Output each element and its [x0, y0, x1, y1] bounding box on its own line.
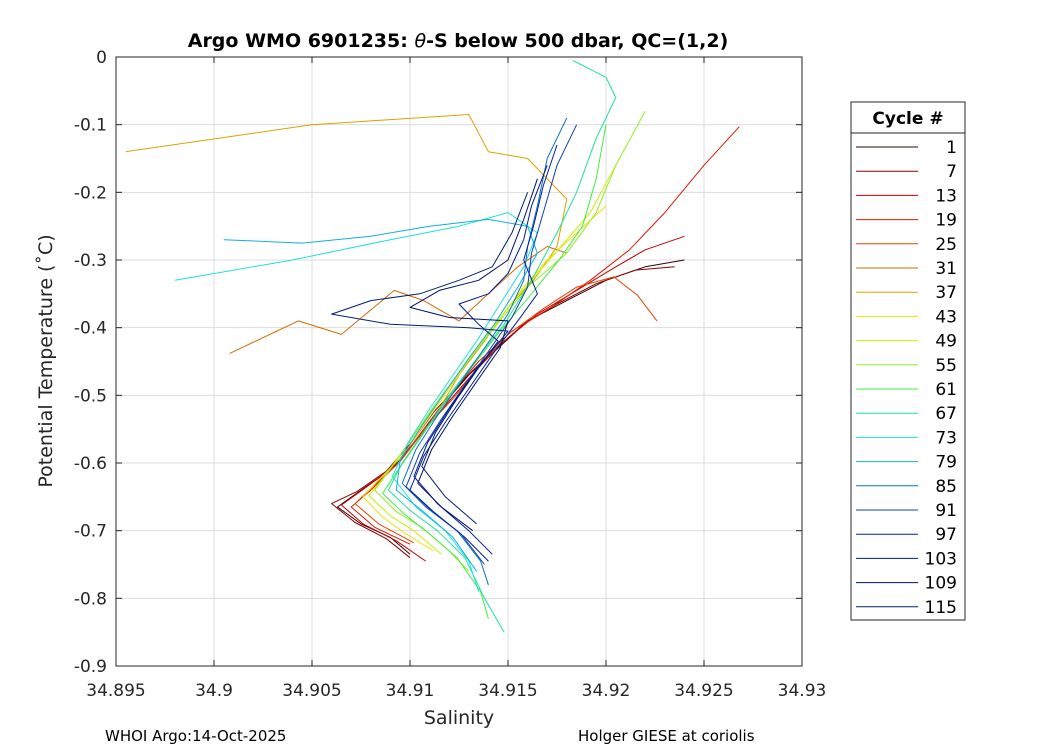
legend-label-cycle-49: 49	[935, 332, 957, 352]
y-tick-layer: 0 -0.1 -0.2 -0.3 -0.4 -0.5 -0.6 -0.7 -0.8 -0.9	[74, 48, 802, 677]
series-line-cycle-115	[331, 192, 529, 525]
legend-label-cycle-55: 55	[935, 356, 957, 376]
legend-label-cycle-37: 37	[935, 283, 957, 303]
title-prefix: Argo WMO 6901235:	[188, 30, 415, 52]
series-line-cycle-97	[409, 144, 558, 562]
legend: Cycle # 1 7 13 19 25 31 37 43 49 55 61 67 73 79 85 91 97…	[850, 101, 966, 621]
y-tick-label: -0.6	[74, 454, 107, 474]
legend-label-cycle-85: 85	[935, 477, 957, 497]
y-tick-label: -0.3	[74, 251, 107, 271]
x-tick-layer: 34.895 34.9 34.905 34.91 34.915 34.92 34.925 34…	[86, 57, 826, 701]
series-layer	[125, 59, 740, 633]
series-line-cycle-61	[382, 124, 607, 619]
legend-title: Cycle #	[872, 109, 943, 129]
legend-label-cycle-79: 79	[935, 453, 957, 473]
series-line-cycle-91	[405, 124, 578, 565]
x-tick-label: 34.91	[386, 681, 435, 701]
legend-box	[850, 101, 966, 621]
legend-label-cycle-91: 91	[935, 501, 957, 521]
footer-left: WHOI Argo:14-Oct-2025	[105, 727, 286, 745]
series-line-cycle-109	[409, 178, 538, 532]
legend-label-cycle-103: 103	[925, 549, 957, 569]
series-line-cycle-79	[223, 218, 538, 572]
x-tick-label: 34.92	[582, 681, 631, 701]
y-tick-label: -0.8	[74, 589, 107, 609]
legend-label-cycle-115: 115	[925, 598, 957, 618]
legend-label-cycle-97: 97	[935, 525, 957, 545]
legend-label-cycle-7: 7	[946, 162, 957, 182]
plot-area	[116, 57, 802, 666]
legend-label-cycle-1: 1	[946, 138, 957, 158]
y-tick-label: 0	[96, 48, 107, 68]
x-tick-label: 34.895	[86, 681, 145, 701]
legend-label-cycle-31: 31	[935, 259, 957, 279]
y-tick-label: -0.4	[74, 319, 107, 339]
y-tick-label: -0.9	[74, 657, 107, 677]
series-line-cycle-67	[387, 59, 617, 633]
chart-title: Argo WMO 6901235: θ-S below 500 dbar, QC…	[188, 30, 729, 52]
series-line-cycle-7	[331, 266, 675, 559]
series-line-cycle-55	[374, 110, 646, 572]
y-tick-label: -0.5	[74, 386, 107, 406]
legend-label-cycle-67: 67	[935, 404, 957, 424]
series-line-cycle-13	[340, 235, 685, 562]
y-tick-label: -0.7	[74, 522, 107, 542]
legend-label-cycle-109: 109	[925, 574, 957, 594]
legend-label-cycle-43: 43	[935, 307, 957, 327]
title-symbol: θ	[414, 30, 426, 52]
y-tick-label: -0.1	[74, 116, 107, 136]
x-axis-label: Salinity	[424, 707, 494, 729]
x-tick-label: 34.93	[778, 681, 827, 701]
axes-box	[115, 56, 803, 667]
x-tick-label: 34.925	[674, 681, 733, 701]
series-line-cycle-43	[362, 205, 607, 552]
y-tick-label: -0.2	[74, 183, 107, 203]
legend-label-cycle-73: 73	[935, 428, 957, 448]
series-line-cycle-31	[229, 246, 567, 354]
title-suffix: -S below 500 dbar, QC=(1,2)	[426, 30, 728, 52]
x-tick-label: 34.905	[282, 681, 341, 701]
legend-label-cycle-61: 61	[935, 380, 957, 400]
legend-label-cycle-13: 13	[935, 186, 957, 206]
y-axis-label: Potential Temperature (˚C)	[35, 234, 57, 487]
x-tick-label: 34.9	[195, 681, 233, 701]
series-line-cycle-73	[174, 212, 538, 592]
legend-entries: 1 7 13 19 25 31 37 43 49 55 61 67 73 79 85 91 97 103 109 11…	[856, 138, 957, 618]
x-tick-label: 34.915	[478, 681, 537, 701]
legend-label-cycle-19: 19	[935, 211, 957, 231]
footer-right: Holger GIESE at coriolis	[578, 727, 755, 745]
legend-label-cycle-25: 25	[935, 235, 957, 255]
